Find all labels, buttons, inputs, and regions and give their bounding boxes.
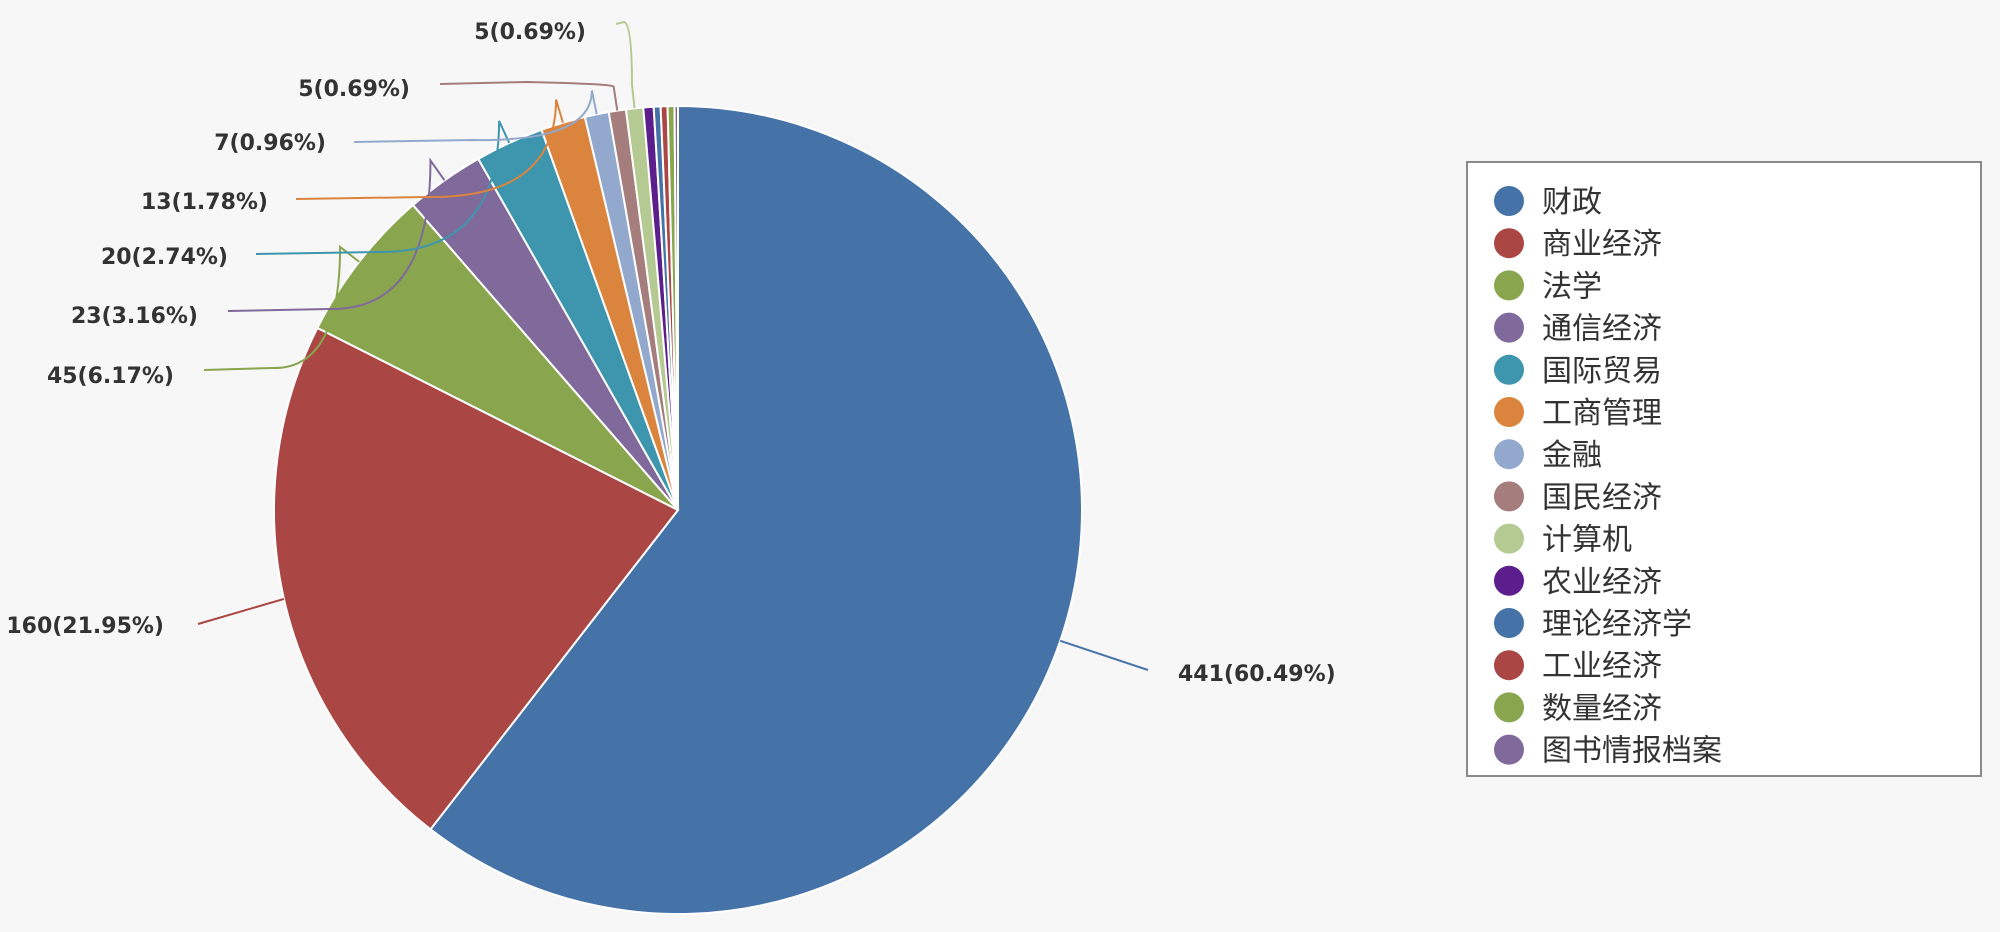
pie-slice-14 [673,104,679,511]
legend-label-1[interactable]: 财政 [1542,185,1602,220]
slice-label-6: 13(1.78%) [141,190,268,215]
label-connector-3 [203,244,360,371]
label-connector-1 [1059,639,1149,671]
legend-label-7[interactable]: 金融 [1542,438,1602,473]
legend-label-3[interactable]: 法学 [1542,269,1602,304]
legend-label-8[interactable]: 国民经济 [1542,480,1662,515]
legend: 财政商业经济法学通信经济国际贸易工商管理金融国民经济计算机农业经济理论经济学工业… [1466,161,1982,777]
legend-items: 财政商业经济法学通信经济国际贸易工商管理金融国民经济计算机农业经济理论经济学工业… [1494,185,1722,769]
legend-marker-10 [1494,565,1524,596]
legend-label-12[interactable]: 工业经济 [1542,649,1662,684]
legend-marker-8 [1494,481,1524,512]
slice-label-2: 160(21.95%) [6,614,164,639]
legend-label-4[interactable]: 通信经济 [1542,312,1662,347]
pie-slice-1 [429,104,1083,915]
label-connector-9 [615,20,636,109]
legend-marker-14 [1494,734,1524,765]
pie-slice-3 [316,203,679,511]
legend-marker-6 [1494,397,1524,427]
slice-label-7: 7(0.96%) [214,131,326,156]
legend-label-14[interactable]: 图书情报档案 [1542,734,1722,769]
label-connector-7 [353,90,598,143]
label-connectors [197,20,1149,671]
label-connector-2 [197,597,285,625]
slice-label-1: 441(60.49%) [1178,662,1336,687]
legend-box [1466,161,1982,777]
slice-label-4: 23(3.16%) [71,304,198,329]
legend-label-13[interactable]: 数量经济 [1542,691,1662,726]
label-connector-8 [439,80,619,111]
slice-label-3: 45(6.17%) [47,364,174,389]
slice-labels: 441(60.49%) 160(21.95%) 45(6.17%) 23(3.16%)… [6,20,1335,687]
slice-label-9: 5(0.69%) [474,20,586,45]
pie-slices [273,104,1083,915]
legend-label-11[interactable]: 理论经济学 [1542,607,1692,642]
legend-label-9[interactable]: 计算机 [1542,523,1632,558]
label-connector-5 [255,120,511,255]
legend-marker-3 [1494,270,1524,301]
legend-marker-5 [1494,354,1524,385]
legend-marker-4 [1494,312,1524,343]
legend-label-2[interactable]: 商业经济 [1542,227,1662,262]
slice-label-8: 5(0.69%) [298,77,410,102]
slice-label-5: 20(2.74%) [101,245,228,270]
legend-label-10[interactable]: 农业经济 [1542,565,1662,600]
legend-marker-2 [1494,228,1524,259]
legend-label-5[interactable]: 国际贸易 [1542,354,1662,389]
label-connector-6 [295,99,564,200]
legend-marker-11 [1494,608,1524,638]
legend-marker-12 [1494,650,1524,681]
legend-marker-13 [1494,692,1524,723]
legend-marker-1 [1494,186,1524,216]
legend-marker-7 [1494,439,1524,470]
legend-label-6[interactable]: 工商管理 [1542,396,1662,431]
label-connector-4 [227,157,446,312]
legend-marker-9 [1494,523,1524,554]
